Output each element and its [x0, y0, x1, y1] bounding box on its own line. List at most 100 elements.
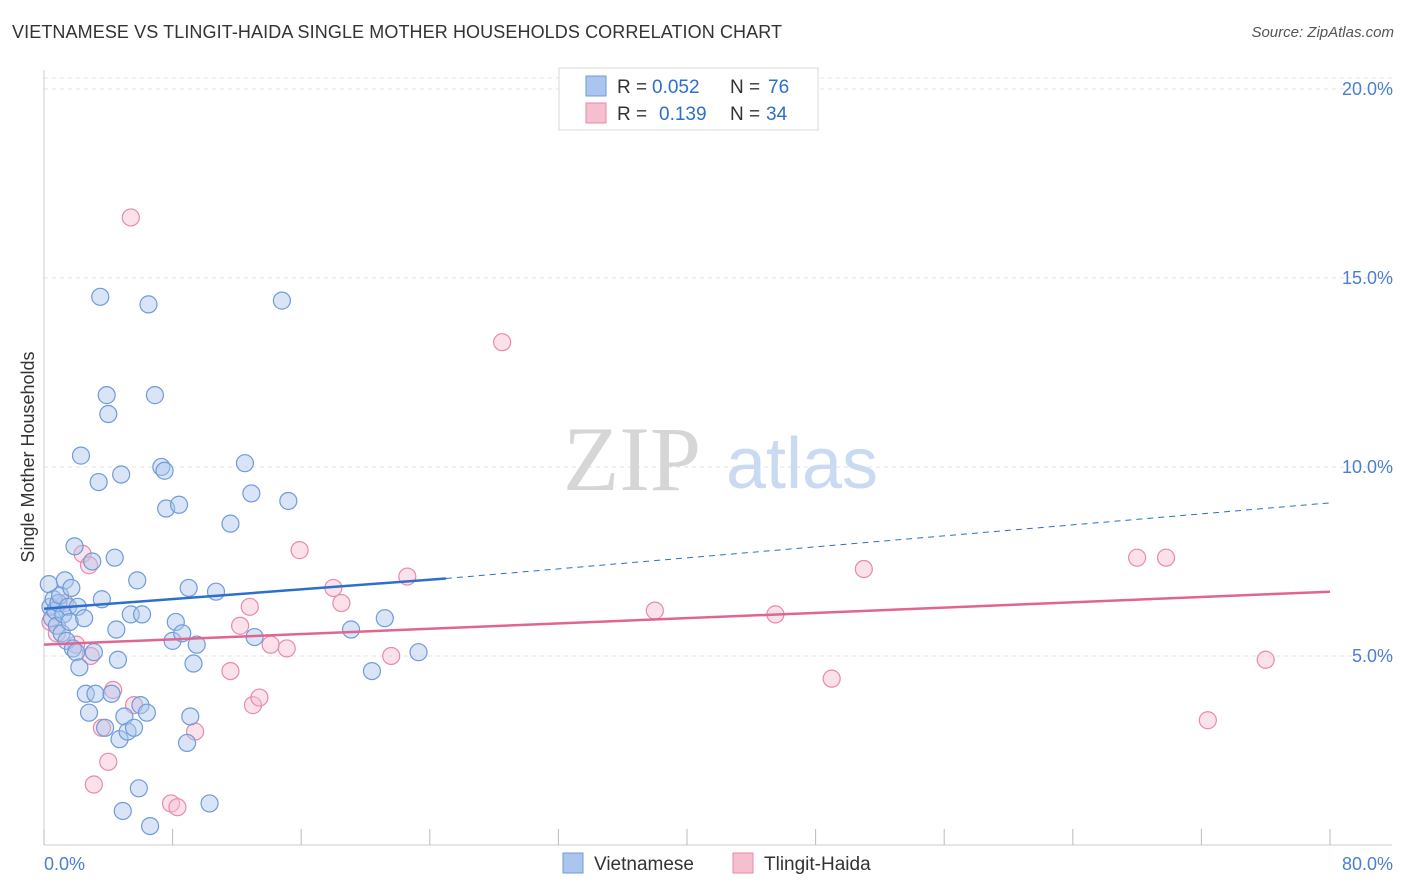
vietnamese-point — [129, 779, 148, 798]
vietnamese-point — [166, 612, 185, 632]
vietnamese-point — [155, 461, 174, 480]
vietnamese-point — [181, 707, 200, 726]
vietnamese-point — [145, 386, 165, 405]
series-legend: Vietnamese Tlingit-Haida — [562, 852, 871, 875]
vietnamese-point — [375, 609, 394, 628]
vietnamese-point — [179, 578, 198, 598]
tlingit-haida-point — [1198, 711, 1217, 730]
vietnamese-point — [200, 794, 219, 813]
vietnamese-point — [177, 733, 197, 753]
legend-swatch-tlingit-haida — [585, 102, 607, 124]
vietnamese-point — [79, 703, 99, 722]
vietnamese-point — [89, 472, 108, 492]
tlingit-haida-point — [84, 775, 103, 794]
tlingit-haida-point — [121, 208, 140, 227]
vietnamese-point — [362, 661, 382, 681]
vietnamese-point — [65, 537, 84, 556]
bottom-legend-vietnamese: Vietnamese — [594, 854, 694, 875]
tlingit-haida-point — [261, 635, 280, 654]
vietnamese-point — [55, 571, 74, 590]
vietnamese-point — [132, 605, 152, 624]
vietnamese-point — [108, 650, 128, 669]
vietnamese-point — [99, 404, 118, 424]
vietnamese-point — [83, 552, 102, 571]
tlingit-haida-point — [332, 593, 351, 613]
legend-n-label-2: N = — [730, 104, 760, 125]
tlingit-haida-point — [250, 688, 269, 707]
vietnamese-point — [60, 612, 79, 632]
tlingit-haida-point — [493, 333, 512, 352]
vietnamese-point — [279, 491, 298, 511]
vietnamese-point — [75, 609, 94, 628]
vietnamese-point — [184, 654, 203, 673]
vietnamese-trend-extension — [445, 502, 1331, 579]
vietnamese-point — [76, 684, 95, 703]
bottom-swatch-vietnamese — [562, 852, 584, 874]
vietnamese-point — [169, 495, 189, 514]
tlingit-haida-point — [231, 616, 250, 635]
vietnamese-point — [206, 582, 226, 601]
vietnamese-point — [187, 635, 206, 654]
tlingit-haida-point — [240, 597, 259, 616]
vietnamese-trend-line — [43, 577, 446, 610]
vietnamese-point — [91, 287, 110, 306]
y-tick-label: 5.0% — [1352, 646, 1393, 666]
vietnamese-point — [84, 643, 103, 662]
tlingit-haida-point — [290, 541, 309, 560]
vietnamese-point — [140, 816, 160, 836]
watermark-atlas: atlas — [726, 424, 878, 504]
tlingit-haida-point — [221, 661, 240, 681]
legend-n-label-1: N = — [730, 77, 760, 98]
vietnamese-point — [235, 454, 255, 473]
tlingit-haida-point — [99, 752, 118, 771]
stats-legend: R = 0.052 N = 76 R = 0.139 N = 34 — [558, 67, 819, 131]
trend-lines — [43, 502, 1331, 646]
vietnamese-point — [137, 703, 156, 722]
vietnamese-point — [102, 684, 121, 703]
vietnamese-point — [71, 446, 91, 465]
tlingit-haida-point — [1127, 548, 1147, 567]
tlingit-haida-point — [854, 559, 873, 579]
tlingit-haida-point — [822, 669, 841, 688]
vietnamese-point — [62, 578, 81, 598]
chart-title: VIETNAMESE VS TLINGIT-HAIDA SINGLE MOTHE… — [12, 22, 783, 42]
legend-r-value-2: 0.139 — [659, 104, 707, 125]
tlingit-haida-trend-line — [43, 590, 1331, 646]
vietnamese-point — [128, 571, 147, 590]
vietnamese-point — [97, 386, 116, 405]
tlingit-haida-points — [41, 208, 1275, 817]
vietnamese-point — [242, 484, 261, 503]
tlingit-haida-point — [243, 696, 263, 715]
x-tick-label-max: 80.0% — [1342, 854, 1393, 874]
tlingit-haida-point — [645, 601, 664, 620]
y-tick-label: 10.0% — [1342, 457, 1393, 477]
vietnamese-point — [107, 620, 126, 639]
gridlines — [44, 77, 1392, 657]
legend-n-value-1: 76 — [768, 77, 789, 98]
legend-swatch-vietnamese — [585, 75, 607, 97]
watermark-zip: ZIP — [563, 408, 701, 510]
legend-r-value-1: 0.052 — [652, 77, 700, 98]
tlingit-haida-point — [1156, 548, 1176, 567]
x-tick-label-min: 0.0% — [44, 854, 85, 874]
legend-r-label-2: R = — [617, 104, 647, 125]
vietnamese-point — [221, 514, 240, 533]
vietnamese-point — [95, 718, 115, 737]
source-label: Source: ZipAtlas.com — [1251, 24, 1394, 41]
tlingit-haida-point — [168, 798, 187, 817]
vietnamese-point — [409, 643, 428, 662]
vietnamese-point — [272, 291, 292, 310]
tlingit-haida-point — [1256, 650, 1275, 669]
vietnamese-point — [105, 548, 124, 567]
tlingit-haida-point — [277, 639, 296, 658]
tick-labels: 5.0% 10.0% 15.0% 20.0% 0.0% 80.0% — [44, 79, 1393, 874]
vietnamese-point — [112, 465, 131, 484]
vietnamese-point — [124, 718, 144, 737]
y-axis-title: Single Mother Households — [18, 351, 38, 562]
vietnamese-point — [86, 684, 105, 703]
bottom-legend-tlingit-haida: Tlingit-Haida — [764, 854, 871, 875]
legend-r-label-1: R = — [617, 77, 647, 98]
y-tick-label: 15.0% — [1342, 268, 1393, 288]
vietnamese-point — [113, 801, 132, 821]
